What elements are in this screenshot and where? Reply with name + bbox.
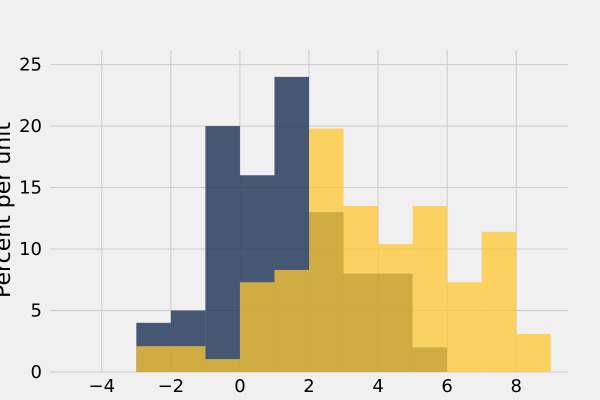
- histogram-bar: [516, 333, 551, 372]
- histogram-bar: [309, 128, 344, 372]
- x-tick-label: −4: [89, 376, 116, 397]
- histogram-bar: [274, 269, 309, 372]
- histogram-bar: [205, 359, 240, 372]
- y-tick-label: 5: [31, 301, 42, 322]
- histogram-bar: [205, 126, 240, 373]
- y-tick-label: 10: [19, 239, 42, 260]
- histogram-bar: [239, 282, 275, 372]
- y-axis-title: Percent per unit: [0, 122, 16, 298]
- x-tick-label: 4: [372, 376, 383, 397]
- y-tick-label: 15: [19, 178, 42, 199]
- histogram-bar: [136, 346, 171, 372]
- tick-labels: −4 −2 0 2 4 6 8 0 5 10 15 20 25: [19, 55, 522, 397]
- x-tick-label: 2: [303, 376, 314, 397]
- histogram-bar: [481, 231, 517, 372]
- x-tick-label: 8: [510, 376, 521, 397]
- bars: [136, 76, 551, 373]
- histogram-bar: [412, 206, 448, 372]
- x-tick-label: 6: [441, 376, 452, 397]
- histogram-bar: [447, 282, 482, 372]
- y-tick-label: 0: [31, 362, 42, 383]
- y-tick-label: 20: [19, 116, 42, 137]
- y-tick-label: 25: [19, 55, 42, 76]
- x-tick-label: −2: [158, 376, 185, 397]
- histogram-bar: [170, 346, 206, 372]
- histogram-bar: [378, 244, 413, 372]
- histogram-bar: [343, 206, 379, 372]
- x-tick-label: 0: [234, 376, 245, 397]
